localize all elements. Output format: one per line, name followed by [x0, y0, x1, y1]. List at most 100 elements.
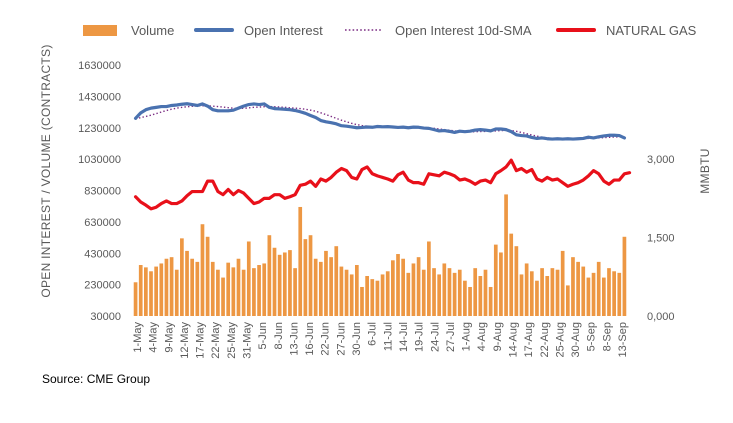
volume-bar	[226, 262, 231, 316]
volume-bar	[334, 246, 339, 316]
volume-bar	[401, 258, 405, 316]
legend-swatch-volume	[83, 25, 117, 36]
left-tick-label: 230000	[84, 280, 121, 292]
volume-bar	[483, 269, 488, 316]
volume-bar	[612, 271, 616, 316]
volume-bar	[272, 247, 277, 316]
volume-bar	[195, 261, 200, 316]
x-tick-label: 17-Aug	[523, 322, 535, 357]
volume-bar	[473, 268, 478, 316]
volume-bar	[308, 235, 313, 316]
right-tick-label: 0,000	[647, 311, 675, 323]
x-tick-label: 30-Aug	[570, 322, 582, 357]
x-tick-label: 19-Jul	[414, 322, 426, 352]
x-tick-label: 13-Sep	[617, 322, 629, 357]
volume-bar	[509, 233, 514, 316]
volume-bar	[210, 261, 215, 316]
volume-bar	[349, 274, 354, 316]
volume-bar	[427, 241, 431, 316]
x-tick-label: 13-Jun	[289, 322, 301, 356]
volume-bar	[617, 272, 622, 316]
volume-bar	[354, 265, 359, 316]
x-tick-label: 27-Jun	[335, 322, 347, 356]
volume-bar	[277, 254, 282, 316]
volume-bar	[442, 263, 447, 316]
volume-bar	[499, 252, 503, 316]
volume-bar	[622, 236, 627, 316]
x-tick-label: 22-Jun	[320, 322, 332, 356]
x-tick-label: 24-Jul	[429, 322, 441, 352]
volume-bar	[478, 276, 483, 316]
volume-bar	[282, 252, 287, 316]
left-axis-ticks: 1630000 1430000 1230000 1030000 830000 630000…	[78, 60, 121, 323]
left-axis-title: OPEN INTEREST / VOLUME (CONTRACTS)	[39, 44, 53, 297]
volume-bar	[200, 224, 205, 316]
volume-bar	[545, 276, 550, 316]
volume-bar	[252, 268, 256, 316]
volume-bar	[519, 274, 524, 316]
x-tick-label: 1-May	[132, 322, 144, 353]
x-tick-label: 6-Jul	[367, 322, 379, 346]
x-tick-label: 12-May	[179, 322, 191, 359]
volume-bar	[457, 269, 462, 316]
volume-bar	[133, 282, 138, 316]
volume-bar	[190, 258, 195, 316]
x-tick-label: 31-May	[242, 322, 254, 359]
series-lines	[133, 102, 632, 211]
legend: Volume Open Interest Open Interest 10d-S…	[83, 23, 697, 38]
left-tick-label: 430000	[84, 248, 121, 260]
volume-bar	[360, 286, 364, 316]
volume-bar	[421, 269, 426, 316]
volume-bar	[385, 271, 390, 316]
volume-bar	[169, 257, 174, 316]
left-tick-label: 30000	[90, 311, 121, 323]
x-tick-label: 14-Jul	[398, 322, 410, 352]
right-tick-label: 1,500	[647, 233, 675, 245]
x-tick-label: 4-May	[148, 322, 160, 353]
open-interest-sma-line	[135, 105, 625, 140]
volume-bar	[504, 194, 508, 316]
volume-bar	[560, 250, 565, 316]
x-tick-label: 5-Sep	[586, 322, 598, 351]
volume-bar	[555, 269, 560, 316]
volume-bar	[463, 280, 467, 316]
volume-bar	[514, 246, 519, 316]
volume-bar	[396, 254, 400, 316]
volume-bar	[571, 257, 575, 316]
x-tick-label: 5-Jun	[257, 322, 269, 350]
volume-bar	[318, 261, 323, 316]
volume-bar	[596, 261, 601, 316]
x-tick-label: 25-Aug	[554, 322, 566, 357]
volume-bar	[375, 280, 380, 316]
volume-bar	[288, 250, 292, 316]
right-tick-label: 3,000	[647, 154, 675, 166]
left-tick-label: 1430000	[78, 91, 121, 103]
x-tick-label: 25-May	[226, 322, 238, 359]
volume-bar	[365, 276, 369, 316]
volume-bar	[370, 279, 375, 316]
x-tick-label: 1-Aug	[461, 322, 473, 351]
legend-label-open-interest: Open Interest	[244, 23, 323, 38]
x-tick-label: 22-Aug	[539, 322, 551, 357]
left-tick-label: 1630000	[78, 60, 121, 72]
x-tick-label: 11-Jul	[382, 322, 394, 351]
volume-bar	[180, 238, 184, 316]
volume-bar	[257, 265, 261, 316]
x-tick-label: 17-May	[195, 322, 207, 359]
volume-bar	[601, 277, 606, 316]
volume-bar	[468, 286, 472, 316]
volume-bar	[447, 268, 452, 316]
volume-bar	[576, 261, 580, 316]
volume-bar	[540, 268, 544, 316]
volume-bar	[416, 257, 421, 316]
right-axis-ticks: 3,000 1,500 0,000	[647, 154, 675, 323]
left-tick-label: 1030000	[78, 154, 121, 166]
volume-bar	[185, 250, 189, 316]
volume-bar	[391, 260, 395, 316]
x-tick-label: 30-Jun	[351, 322, 363, 356]
left-tick-label: 1230000	[78, 123, 121, 135]
volume-bar	[246, 241, 251, 316]
volume-bar	[262, 263, 267, 316]
source-note: Source: CME Group	[42, 372, 151, 386]
